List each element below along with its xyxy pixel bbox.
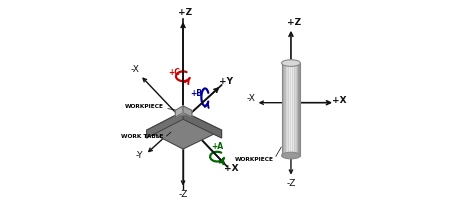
Bar	[293, 63, 294, 156]
Bar	[292, 63, 293, 156]
Bar	[287, 63, 288, 156]
Polygon shape	[147, 112, 183, 138]
Polygon shape	[175, 106, 183, 117]
Bar	[282, 63, 283, 156]
Text: WORKPIECE: WORKPIECE	[125, 104, 164, 109]
Text: WORK TABLE: WORK TABLE	[121, 134, 163, 139]
Bar	[286, 63, 287, 156]
Polygon shape	[147, 112, 221, 149]
Text: +B: +B	[190, 89, 202, 98]
Text: +Y: +Y	[219, 77, 233, 86]
Ellipse shape	[282, 60, 301, 66]
Bar	[283, 63, 284, 156]
Text: -Z: -Z	[178, 190, 188, 199]
Text: +X: +X	[332, 96, 346, 105]
Bar	[288, 63, 289, 156]
Text: +A: +A	[211, 142, 223, 151]
Bar	[298, 63, 299, 156]
Polygon shape	[183, 106, 192, 117]
Text: +Z: +Z	[287, 18, 301, 27]
Bar	[299, 63, 300, 156]
Text: -X: -X	[246, 94, 255, 103]
Text: +X: +X	[224, 163, 238, 173]
Ellipse shape	[282, 152, 301, 159]
Text: -X: -X	[130, 65, 139, 74]
Bar	[285, 63, 286, 156]
Polygon shape	[175, 106, 192, 115]
Text: -Y: -Y	[136, 151, 143, 160]
Bar	[290, 63, 291, 156]
Text: +Z: +Z	[178, 8, 192, 17]
Bar	[295, 63, 296, 156]
Polygon shape	[183, 112, 221, 138]
Text: WORKPIECE: WORKPIECE	[234, 157, 273, 162]
Bar	[291, 63, 292, 156]
Bar	[289, 63, 290, 156]
Bar	[297, 63, 298, 156]
Bar	[300, 63, 301, 156]
Text: +C: +C	[168, 68, 180, 77]
Text: -Z: -Z	[286, 179, 296, 188]
Bar	[294, 63, 295, 156]
Bar	[296, 63, 297, 156]
Bar	[284, 63, 285, 156]
